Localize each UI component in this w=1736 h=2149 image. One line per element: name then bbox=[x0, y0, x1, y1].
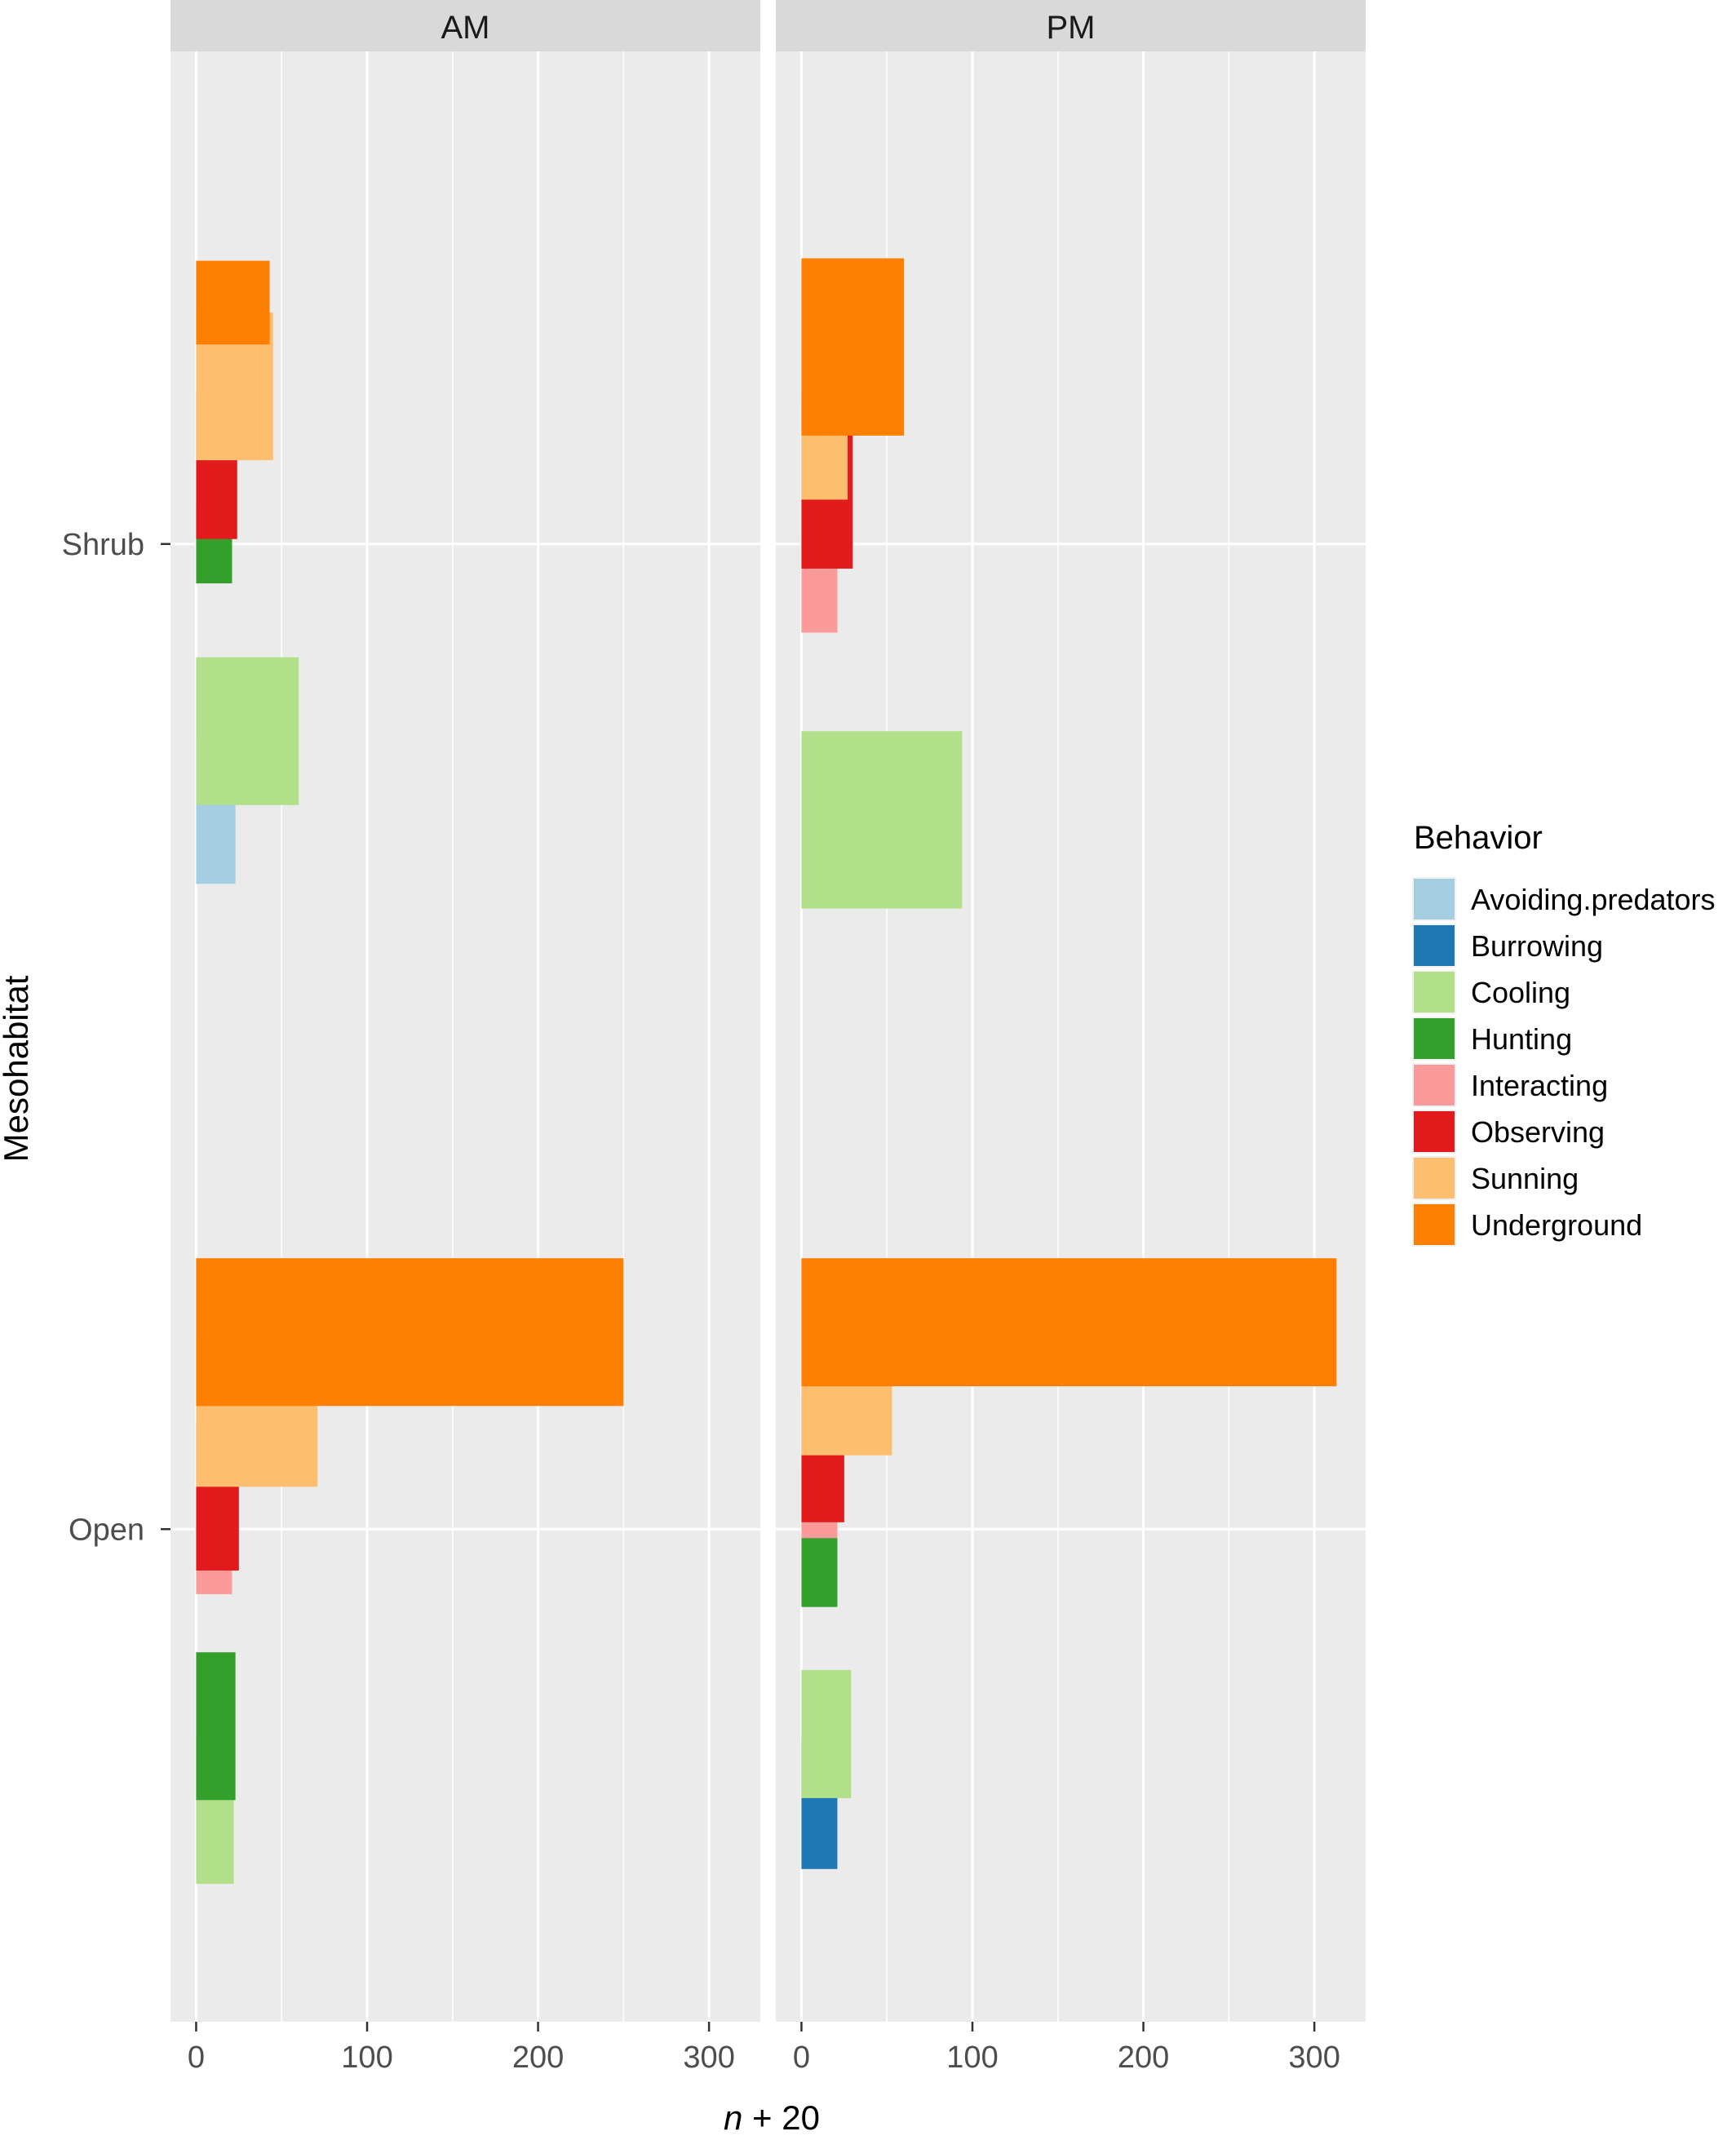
bar-open-hunting bbox=[196, 1652, 236, 1801]
x-axis-title-rest: + 20 bbox=[742, 2098, 820, 2137]
x-axis-title-italic: n bbox=[724, 2098, 742, 2137]
legend-title: Behavior bbox=[1414, 820, 1543, 856]
y-tick-label: Open bbox=[69, 1513, 144, 1547]
x-tick-label: 100 bbox=[946, 2040, 998, 2075]
legend-label: Hunting bbox=[1471, 1022, 1572, 1056]
legend-label: Burrowing bbox=[1471, 929, 1603, 963]
legend-swatch bbox=[1414, 1018, 1455, 1059]
bar-open-underground bbox=[801, 1258, 1337, 1387]
legend-swatch bbox=[1414, 925, 1455, 966]
legend: Behavior Avoiding.predators Burrowing Cool… bbox=[1412, 820, 1716, 1247]
bar-open-cooling bbox=[801, 1669, 852, 1798]
facet-strip-label: PM bbox=[1047, 10, 1096, 46]
legend-swatch bbox=[1414, 1158, 1455, 1199]
x-axis-title: n + 20 bbox=[724, 2098, 820, 2137]
legend-swatch bbox=[1414, 972, 1455, 1012]
legend-item: Underground bbox=[1412, 1203, 1642, 1247]
bar-open-underground bbox=[196, 1258, 624, 1407]
bar-shrub-underground bbox=[801, 258, 905, 436]
legend-swatch bbox=[1414, 879, 1455, 919]
legend-item: Avoiding.predators bbox=[1412, 877, 1716, 921]
x-tick-label: 0 bbox=[188, 2040, 205, 2075]
legend-label: Underground bbox=[1471, 1208, 1642, 1242]
legend-swatch bbox=[1414, 1065, 1455, 1106]
panel-pm: PM 0 100 200 300 bbox=[776, 0, 1366, 2075]
legend-label: Observing bbox=[1471, 1115, 1605, 1149]
legend-label: Avoiding.predators bbox=[1471, 883, 1716, 916]
legend-item: Cooling bbox=[1412, 970, 1570, 1014]
legend-item: Observing bbox=[1412, 1110, 1605, 1154]
bar-shrub-cooling bbox=[801, 731, 963, 909]
x-tick-label: 300 bbox=[683, 2040, 734, 2075]
y-axis-title: Mesohabitat bbox=[0, 975, 35, 1162]
legend-swatch bbox=[1414, 1204, 1455, 1245]
legend-swatch bbox=[1414, 1111, 1455, 1152]
panels-layer: AM 0 100 200 300 PM 0 100 200 300 bbox=[170, 0, 1366, 2075]
facet-strip bbox=[776, 0, 1366, 51]
legend-item: Sunning bbox=[1412, 1156, 1579, 1200]
x-tick-label: 200 bbox=[1118, 2040, 1169, 2075]
y-tick-label: Shrub bbox=[62, 528, 144, 562]
legend-label: Interacting bbox=[1471, 1069, 1608, 1102]
bar-shrub-underground bbox=[196, 260, 270, 345]
bar-shrub-cooling bbox=[196, 657, 299, 805]
facet-strip bbox=[170, 0, 760, 51]
x-tick-label: 0 bbox=[793, 2040, 810, 2075]
legend-label: Sunning bbox=[1471, 1162, 1579, 1195]
legend-item: Burrowing bbox=[1412, 924, 1603, 968]
facet-strip-label: AM bbox=[441, 10, 490, 46]
y-axis: Shrub Open bbox=[62, 528, 170, 1547]
x-tick-label: 100 bbox=[341, 2040, 392, 2075]
legend-label: Cooling bbox=[1471, 976, 1570, 1009]
x-tick-label: 200 bbox=[512, 2040, 564, 2075]
legend-item: Interacting bbox=[1412, 1063, 1608, 1107]
panel-am: AM 0 100 200 300 bbox=[170, 0, 760, 2075]
legend-item: Hunting bbox=[1412, 1017, 1572, 1061]
x-tick-label: 300 bbox=[1288, 2040, 1340, 2075]
bar-open-hunting bbox=[801, 1538, 838, 1607]
